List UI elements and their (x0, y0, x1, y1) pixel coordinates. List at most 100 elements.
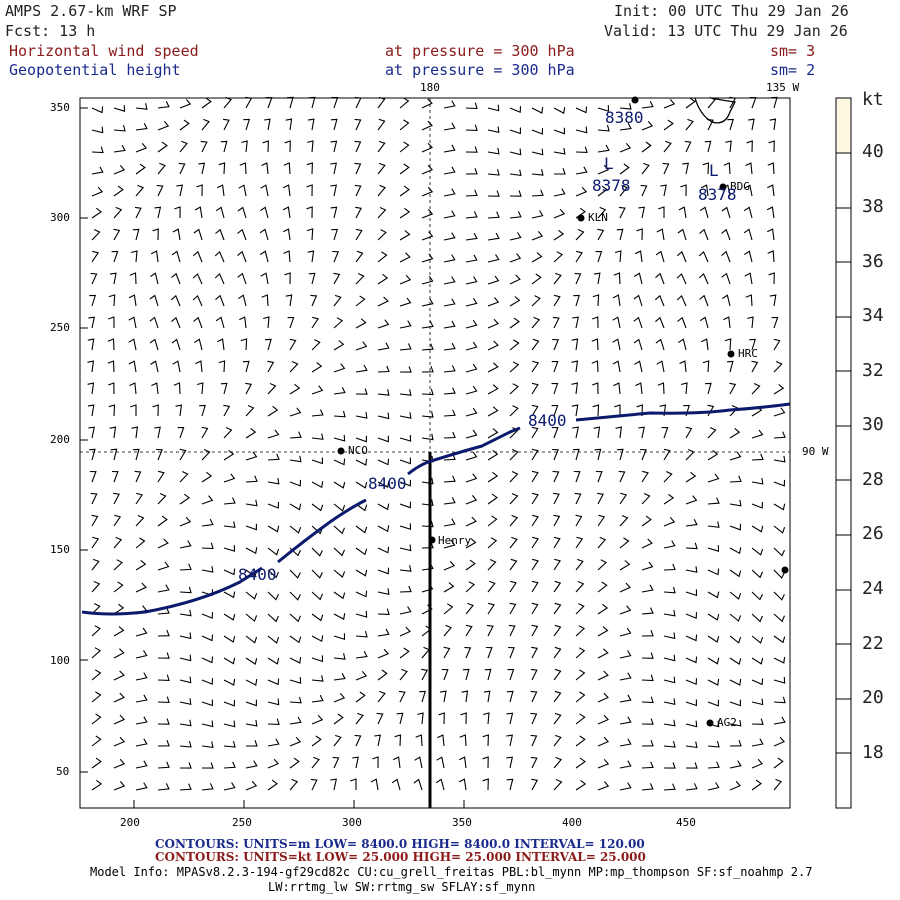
wind-barb (553, 558, 561, 571)
colorbar-fill (837, 99, 850, 153)
contour-label: 8380 (605, 108, 644, 127)
wind-barb (641, 493, 651, 505)
wind-barb (685, 762, 698, 769)
wind-barb (553, 492, 560, 505)
wind-barb (91, 186, 104, 197)
x-tick-label: 400 (562, 816, 582, 829)
wind-barb (531, 382, 539, 395)
wind-barb (704, 140, 712, 153)
colorbar-tick-label: 30 (862, 414, 884, 435)
wind-barb (729, 451, 742, 461)
wind-barb (707, 473, 720, 483)
wind-barb (237, 228, 247, 241)
wind-barb (113, 559, 123, 571)
wind-barb (656, 360, 665, 373)
wind-barb (399, 230, 411, 241)
wind-barb (223, 699, 236, 707)
wind-barb (215, 316, 225, 329)
wind-barb (575, 126, 588, 134)
wind-barb (553, 668, 562, 681)
wind-barb (285, 118, 293, 131)
wind-barb (771, 317, 779, 329)
wind-barb (465, 254, 478, 263)
wind-barb (751, 657, 764, 665)
wind-barb (415, 734, 423, 747)
colorbar-tick-label: 22 (862, 633, 884, 654)
wind-barb (421, 98, 433, 109)
wind-barb (108, 316, 115, 329)
wind-barb (245, 96, 253, 109)
wind-barb (509, 580, 517, 593)
wind-barb (399, 626, 411, 637)
wind-barb (751, 525, 764, 533)
wind-barb (245, 699, 257, 707)
station-label-ag2: AG2 (717, 716, 737, 729)
wind-barb (128, 360, 137, 373)
wind-barb (157, 740, 170, 747)
wind-barb (729, 719, 742, 727)
wind-barb (638, 426, 645, 439)
wind-barb (506, 756, 513, 769)
wind-barb (509, 127, 521, 135)
wind-barb (641, 141, 652, 153)
wind-barb (223, 404, 231, 417)
wind-barb (443, 475, 456, 483)
wind-barb (597, 559, 608, 571)
wind-barb (113, 228, 121, 241)
wind-barb (286, 96, 294, 109)
wind-barb (259, 250, 269, 263)
wind-barb (179, 654, 192, 662)
wind-barb (748, 118, 755, 131)
wind-barb (593, 272, 601, 285)
wind-barb (201, 634, 214, 642)
wind-barb (333, 410, 346, 418)
wind-barb (240, 338, 248, 351)
wind-barb (245, 635, 258, 644)
wind-barb (355, 228, 363, 241)
wind-barb (773, 569, 785, 579)
wind-barb (773, 613, 786, 623)
y-tick-label: 50 (56, 765, 70, 778)
wind-barb (443, 298, 456, 307)
wind-barb (399, 412, 412, 419)
label-180: 180 (420, 81, 440, 94)
colorbar-unit: kt (862, 89, 884, 110)
wind-barb (289, 431, 302, 439)
wind-barb (311, 591, 324, 601)
wind-barb (179, 448, 187, 461)
wind-barb (443, 624, 453, 637)
wind-barb (443, 232, 456, 241)
wind-barb (179, 119, 190, 131)
wind-barb (87, 382, 95, 395)
wind-barb (483, 690, 491, 703)
wind-barb (218, 162, 226, 175)
wind-barb (394, 734, 402, 747)
wind-barb (531, 646, 538, 659)
wind-barb (571, 338, 579, 351)
wind-barb (399, 389, 412, 396)
wind-barb (377, 319, 390, 329)
wind-barb (201, 741, 214, 749)
wind-barb (289, 736, 302, 747)
wind-barb (177, 427, 185, 439)
wind-barb (465, 341, 478, 351)
wind-barb (773, 547, 786, 557)
wind-barb (413, 778, 423, 791)
wind-barb (377, 546, 390, 554)
wind-barb (399, 343, 412, 351)
wind-barb (331, 228, 339, 241)
wind-barb (465, 168, 478, 175)
wind-barb (354, 162, 362, 175)
wind-barb (107, 360, 115, 373)
wind-barb (465, 276, 478, 285)
wind-barb (421, 275, 434, 285)
wind-barb (377, 96, 386, 109)
wind-barb (152, 404, 159, 417)
wind-barb (465, 385, 478, 395)
wind-barb (157, 783, 170, 791)
wind-barb (574, 492, 582, 505)
wind-barb (333, 547, 346, 557)
wind-barb (157, 629, 170, 637)
wind-barb (744, 184, 753, 197)
wind-barb (201, 471, 213, 483)
